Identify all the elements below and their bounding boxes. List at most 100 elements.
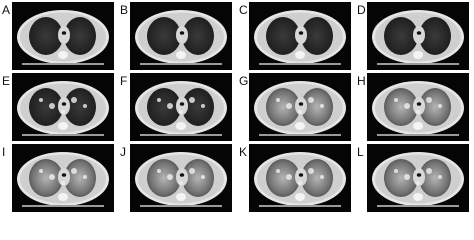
lung-right <box>266 17 300 55</box>
trachea <box>179 31 185 35</box>
mediastinum <box>295 168 307 186</box>
lesion <box>201 175 205 179</box>
lesion <box>167 103 173 109</box>
trachea <box>61 173 67 177</box>
ct-panel: K <box>239 144 351 212</box>
lung-left <box>182 17 214 55</box>
lesion <box>39 98 43 102</box>
ct-panel: E <box>2 73 114 141</box>
table-line <box>22 134 104 136</box>
panel-label: K <box>239 145 247 159</box>
spine <box>413 51 423 59</box>
lesion <box>71 168 77 174</box>
trachea <box>61 102 67 106</box>
lesion <box>276 98 280 102</box>
lung-right <box>266 159 300 197</box>
lung-right <box>147 17 181 55</box>
spine <box>295 51 305 59</box>
lesion <box>438 104 442 108</box>
lung-left <box>301 88 333 126</box>
lesion <box>308 97 314 103</box>
lesion <box>298 110 302 114</box>
spine <box>58 122 68 130</box>
panel-label: L <box>357 145 364 159</box>
lesion <box>61 181 65 185</box>
lung-left <box>182 159 214 197</box>
panel-label: H <box>357 74 366 88</box>
panel-label: J <box>120 145 126 159</box>
mediastinum <box>413 168 425 186</box>
panel-label: D <box>357 3 366 17</box>
lesion <box>416 181 420 185</box>
lesion <box>83 104 87 108</box>
mediastinum <box>176 97 188 115</box>
trachea <box>416 173 422 177</box>
spine <box>413 122 423 130</box>
trachea <box>179 102 185 106</box>
lesion <box>394 98 398 102</box>
spine <box>176 51 186 59</box>
ct-panel: D <box>357 2 469 70</box>
lesion <box>49 174 55 180</box>
lesion <box>426 97 432 103</box>
ct-panel: H <box>357 73 469 141</box>
lesion <box>320 175 324 179</box>
lung-right <box>384 88 418 126</box>
lesion <box>157 169 161 173</box>
ct-panel: A <box>2 2 114 70</box>
lesion <box>298 181 302 185</box>
lesion <box>61 110 65 114</box>
lung-left <box>419 17 451 55</box>
lesion <box>416 110 420 114</box>
mediastinum <box>176 168 188 186</box>
lesion <box>320 104 324 108</box>
ct-panel: F <box>120 73 232 141</box>
ct-panel: I <box>2 144 114 212</box>
table-line <box>259 134 341 136</box>
lung-left <box>182 88 214 126</box>
mediastinum <box>413 97 425 115</box>
lesion <box>276 169 280 173</box>
trachea <box>298 31 304 35</box>
spine <box>295 122 305 130</box>
trachea <box>61 31 67 35</box>
lesion <box>438 175 442 179</box>
lesion <box>189 97 195 103</box>
lung-right <box>29 159 63 197</box>
panel-label: B <box>120 3 128 17</box>
lesion <box>39 169 43 173</box>
spine <box>58 193 68 201</box>
lesion <box>404 103 410 109</box>
panel-label: E <box>2 74 10 88</box>
trachea <box>416 31 422 35</box>
spine <box>58 51 68 59</box>
lung-left <box>301 17 333 55</box>
table-line <box>22 63 104 65</box>
lung-right <box>384 159 418 197</box>
lung-right <box>147 159 181 197</box>
lung-right <box>29 17 63 55</box>
lesion <box>404 174 410 180</box>
panel-label: A <box>2 3 10 17</box>
mediastinum <box>58 168 70 186</box>
ct-panel: C <box>239 2 351 70</box>
lesion <box>394 169 398 173</box>
table-line <box>22 205 104 207</box>
lesion <box>189 168 195 174</box>
lesion <box>71 97 77 103</box>
panel-label: I <box>2 145 5 159</box>
table-line <box>140 63 222 65</box>
panel-label: F <box>120 74 127 88</box>
lesion <box>157 98 161 102</box>
table-line <box>377 63 459 65</box>
lesion <box>308 168 314 174</box>
lesion <box>167 174 173 180</box>
spine <box>176 122 186 130</box>
lung-left <box>64 17 96 55</box>
table-line <box>259 63 341 65</box>
lung-left <box>64 88 96 126</box>
lesion <box>286 174 292 180</box>
ct-panel: G <box>239 73 351 141</box>
mediastinum <box>176 26 188 44</box>
ct-panel: L <box>357 144 469 212</box>
